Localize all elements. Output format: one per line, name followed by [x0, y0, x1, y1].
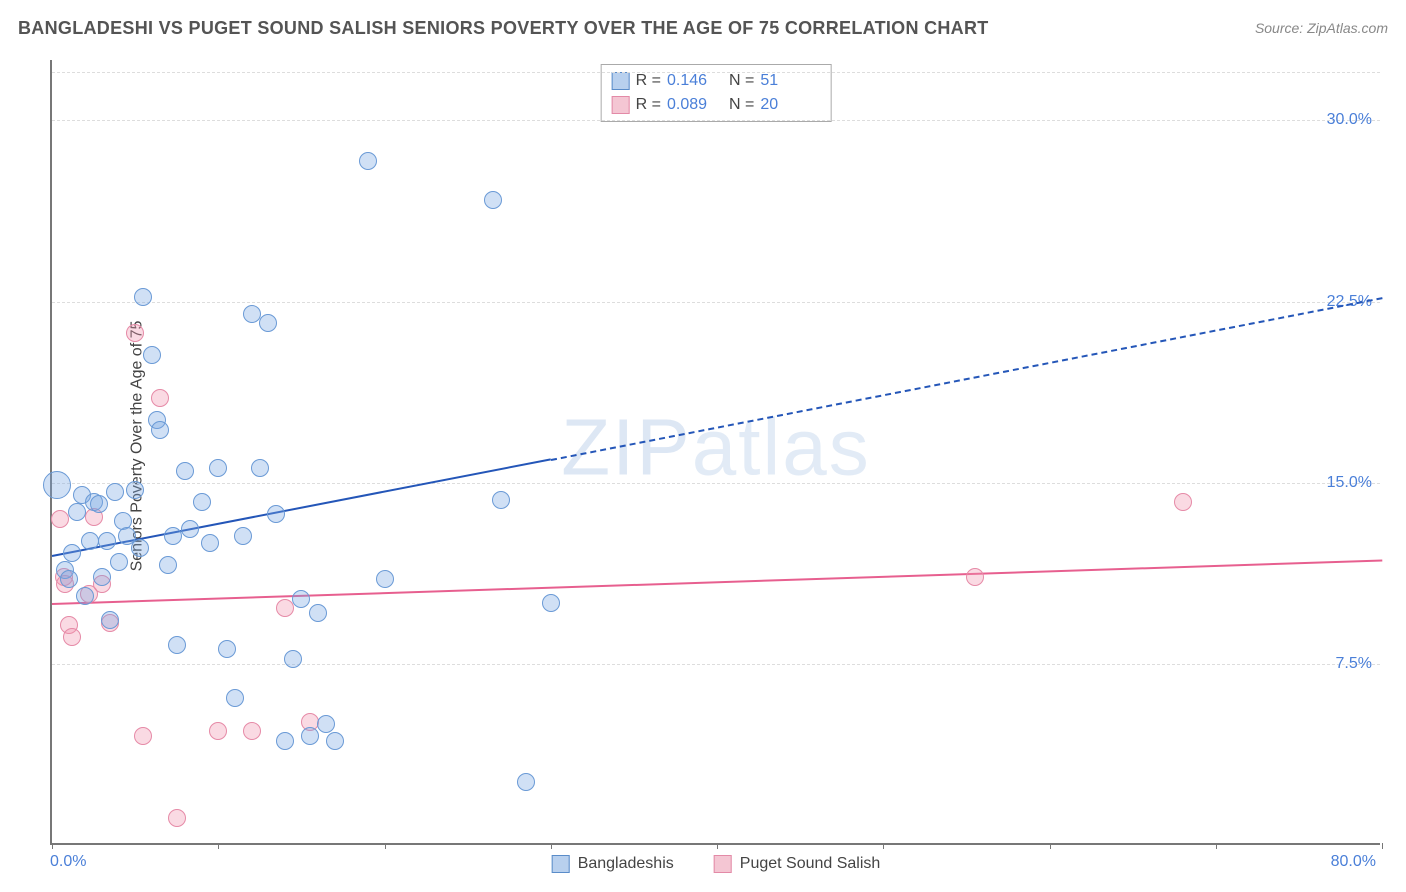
data-point: [93, 568, 111, 586]
data-point: [193, 493, 211, 511]
gridline: [52, 302, 1380, 303]
gridline: [52, 664, 1380, 665]
data-point: [484, 191, 502, 209]
x-tick: [218, 843, 219, 849]
data-point: [110, 553, 128, 571]
x-tick: [717, 843, 718, 849]
data-point: [251, 459, 269, 477]
data-point: [226, 689, 244, 707]
data-point: [359, 152, 377, 170]
legend-r-label: R =: [636, 93, 661, 117]
data-point: [309, 604, 327, 622]
x-axis-max-label: 80.0%: [1331, 853, 1376, 871]
gridline: [52, 72, 1380, 73]
data-point: [376, 570, 394, 588]
chart-title: BANGLADESHI VS PUGET SOUND SALISH SENIOR…: [18, 18, 989, 38]
data-point: [218, 640, 236, 658]
legend-swatch-0: [612, 72, 630, 90]
data-point: [267, 505, 285, 523]
data-point: [126, 481, 144, 499]
data-point: [68, 503, 86, 521]
data-point: [326, 732, 344, 750]
data-point: [209, 722, 227, 740]
legend-item-1: Puget Sound Salish: [714, 855, 881, 873]
source-prefix: Source:: [1255, 20, 1307, 36]
data-point: [134, 727, 152, 745]
data-point: [243, 722, 261, 740]
x-tick: [883, 843, 884, 849]
data-point: [966, 568, 984, 586]
data-point: [234, 527, 252, 545]
data-point: [76, 587, 94, 605]
data-point: [201, 534, 219, 552]
legend-item-0: Bangladeshis: [552, 855, 674, 873]
data-point: [101, 611, 119, 629]
data-point: [243, 305, 261, 323]
x-tick: [1216, 843, 1217, 849]
y-tick-label: 15.0%: [1327, 474, 1372, 492]
plot-area: ZIPatlas R = 0.146 N = 51 R = 0.089 N = …: [50, 60, 1380, 845]
data-point: [134, 288, 152, 306]
gridline: [52, 483, 1380, 484]
data-point: [131, 539, 149, 557]
data-point: [164, 527, 182, 545]
data-point: [517, 773, 535, 791]
y-tick-label: 30.0%: [1327, 111, 1372, 129]
x-axis-min-label: 0.0%: [50, 853, 86, 871]
data-point: [276, 732, 294, 750]
data-point: [492, 491, 510, 509]
data-point: [159, 556, 177, 574]
data-point: [176, 462, 194, 480]
data-point: [276, 599, 294, 617]
x-tick: [385, 843, 386, 849]
legend-r-value-1: 0.089: [667, 93, 723, 117]
trend-line: [52, 560, 1382, 605]
source-name: ZipAtlas.com: [1307, 20, 1388, 36]
data-point: [168, 809, 186, 827]
data-point: [181, 520, 199, 538]
data-point: [60, 570, 78, 588]
data-point: [209, 459, 227, 477]
x-tick: [52, 843, 53, 849]
legend-label-0: Bangladeshis: [578, 855, 674, 872]
data-point: [51, 510, 69, 528]
data-point: [90, 495, 108, 513]
gridline: [52, 120, 1380, 121]
data-point: [63, 544, 81, 562]
legend-swatch-1: [714, 855, 732, 873]
data-point: [292, 590, 310, 608]
data-point: [151, 421, 169, 439]
data-point: [151, 389, 169, 407]
legend-row-series-1: R = 0.089 N = 20: [612, 93, 817, 117]
data-point: [106, 483, 124, 501]
data-point: [81, 532, 99, 550]
y-tick-label: 7.5%: [1336, 655, 1372, 673]
data-point: [284, 650, 302, 668]
data-point: [126, 324, 144, 342]
data-point: [542, 594, 560, 612]
legend-n-label: N =: [729, 93, 754, 117]
data-point: [168, 636, 186, 654]
data-point: [43, 471, 71, 499]
legend-swatch-1: [612, 96, 630, 114]
legend-series-box: Bangladeshis Puget Sound Salish: [552, 855, 881, 873]
data-point: [301, 727, 319, 745]
x-tick: [1050, 843, 1051, 849]
data-point: [1174, 493, 1192, 511]
data-point: [317, 715, 335, 733]
legend-label-1: Puget Sound Salish: [740, 855, 881, 872]
legend-swatch-0: [552, 855, 570, 873]
data-point: [63, 628, 81, 646]
x-tick: [551, 843, 552, 849]
trend-line: [551, 297, 1383, 461]
data-point: [259, 314, 277, 332]
source-attribution: Source: ZipAtlas.com: [1255, 20, 1388, 36]
data-point: [143, 346, 161, 364]
chart-header: BANGLADESHI VS PUGET SOUND SALISH SENIOR…: [18, 18, 1388, 48]
x-tick: [1382, 843, 1383, 849]
data-point: [98, 532, 116, 550]
legend-n-value-1: 20: [760, 93, 816, 117]
